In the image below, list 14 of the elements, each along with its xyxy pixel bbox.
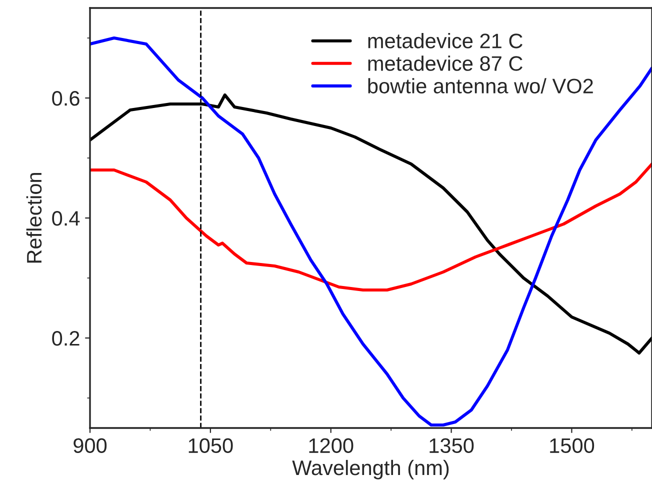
x-tick-label: 1200 — [309, 438, 354, 454]
y-tick-label: 0.6 — [52, 91, 80, 106]
x-tick-label: 1050 — [188, 438, 233, 454]
y-tick-label: 0.2 — [52, 331, 80, 346]
x-axis-title: Wavelength (nm) — [292, 460, 449, 480]
y-tick-label: 0.4 — [52, 211, 80, 226]
x-tick-label: 1350 — [430, 438, 474, 454]
x-tick-label: 1500 — [550, 438, 594, 454]
x-tick-label: 900 — [74, 438, 107, 454]
line-series — [90, 162, 652, 292]
legend-label: bowtie antenna wo/ VO2 — [368, 78, 593, 94]
legend-label: metadevice 21 C — [368, 33, 522, 48]
legend-label: metadevice 87 C — [368, 56, 522, 71]
y-axis-title: Reflection — [26, 173, 42, 263]
